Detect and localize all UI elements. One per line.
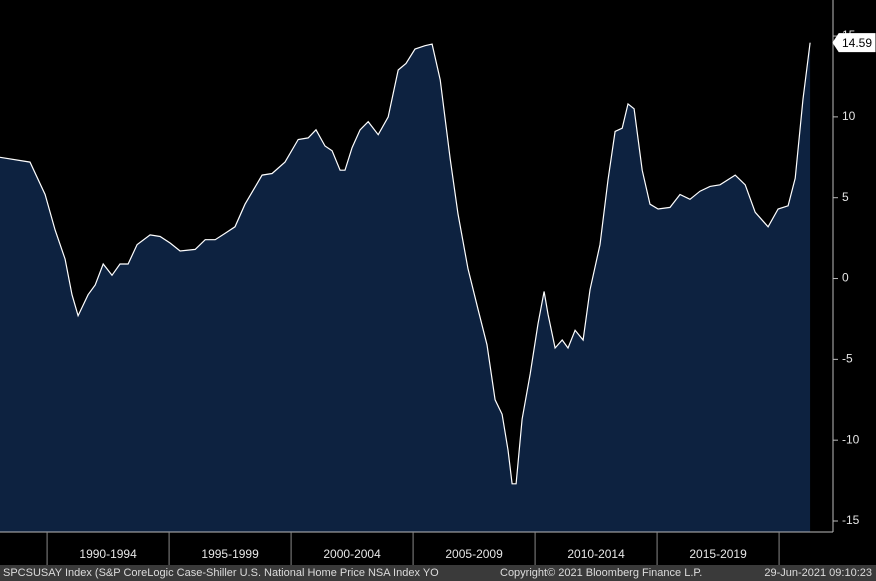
area xyxy=(0,42,811,532)
footer-source: SPCSUSAY Index (S&P CoreLogic Case-Shill… xyxy=(3,567,439,579)
x-tick-label: 2010-2014 xyxy=(567,547,625,561)
x-tick-label: 2000-2004 xyxy=(323,547,381,561)
y-tick-label: -10 xyxy=(842,432,860,446)
line xyxy=(0,42,811,485)
y-tick-label: 5 xyxy=(842,190,849,204)
footer-bar xyxy=(0,565,876,581)
y-tick-label: 0 xyxy=(842,271,849,285)
y-tick-label: -15 xyxy=(842,513,860,527)
footer-timestamp: 29-Jun-2021 09:10:23 xyxy=(764,567,872,579)
y-tick-label: 10 xyxy=(842,109,856,123)
last-value-label: 14.59 xyxy=(842,36,872,50)
footer: SPCSUSAY Index (S&P CoreLogic Case-Shill… xyxy=(3,567,872,579)
x-tick-label: 1990-1994 xyxy=(79,547,137,561)
x-tick-label: 1995-1999 xyxy=(201,547,259,561)
last-value-tag xyxy=(832,33,876,53)
x-tick-label: 2005-2009 xyxy=(445,547,503,561)
footer-copyright: Copyright© 2021 Bloomberg Finance L.P. xyxy=(500,567,702,579)
y-tick-label: -5 xyxy=(842,352,853,366)
x-tick-label: 2015-2019 xyxy=(689,547,747,561)
